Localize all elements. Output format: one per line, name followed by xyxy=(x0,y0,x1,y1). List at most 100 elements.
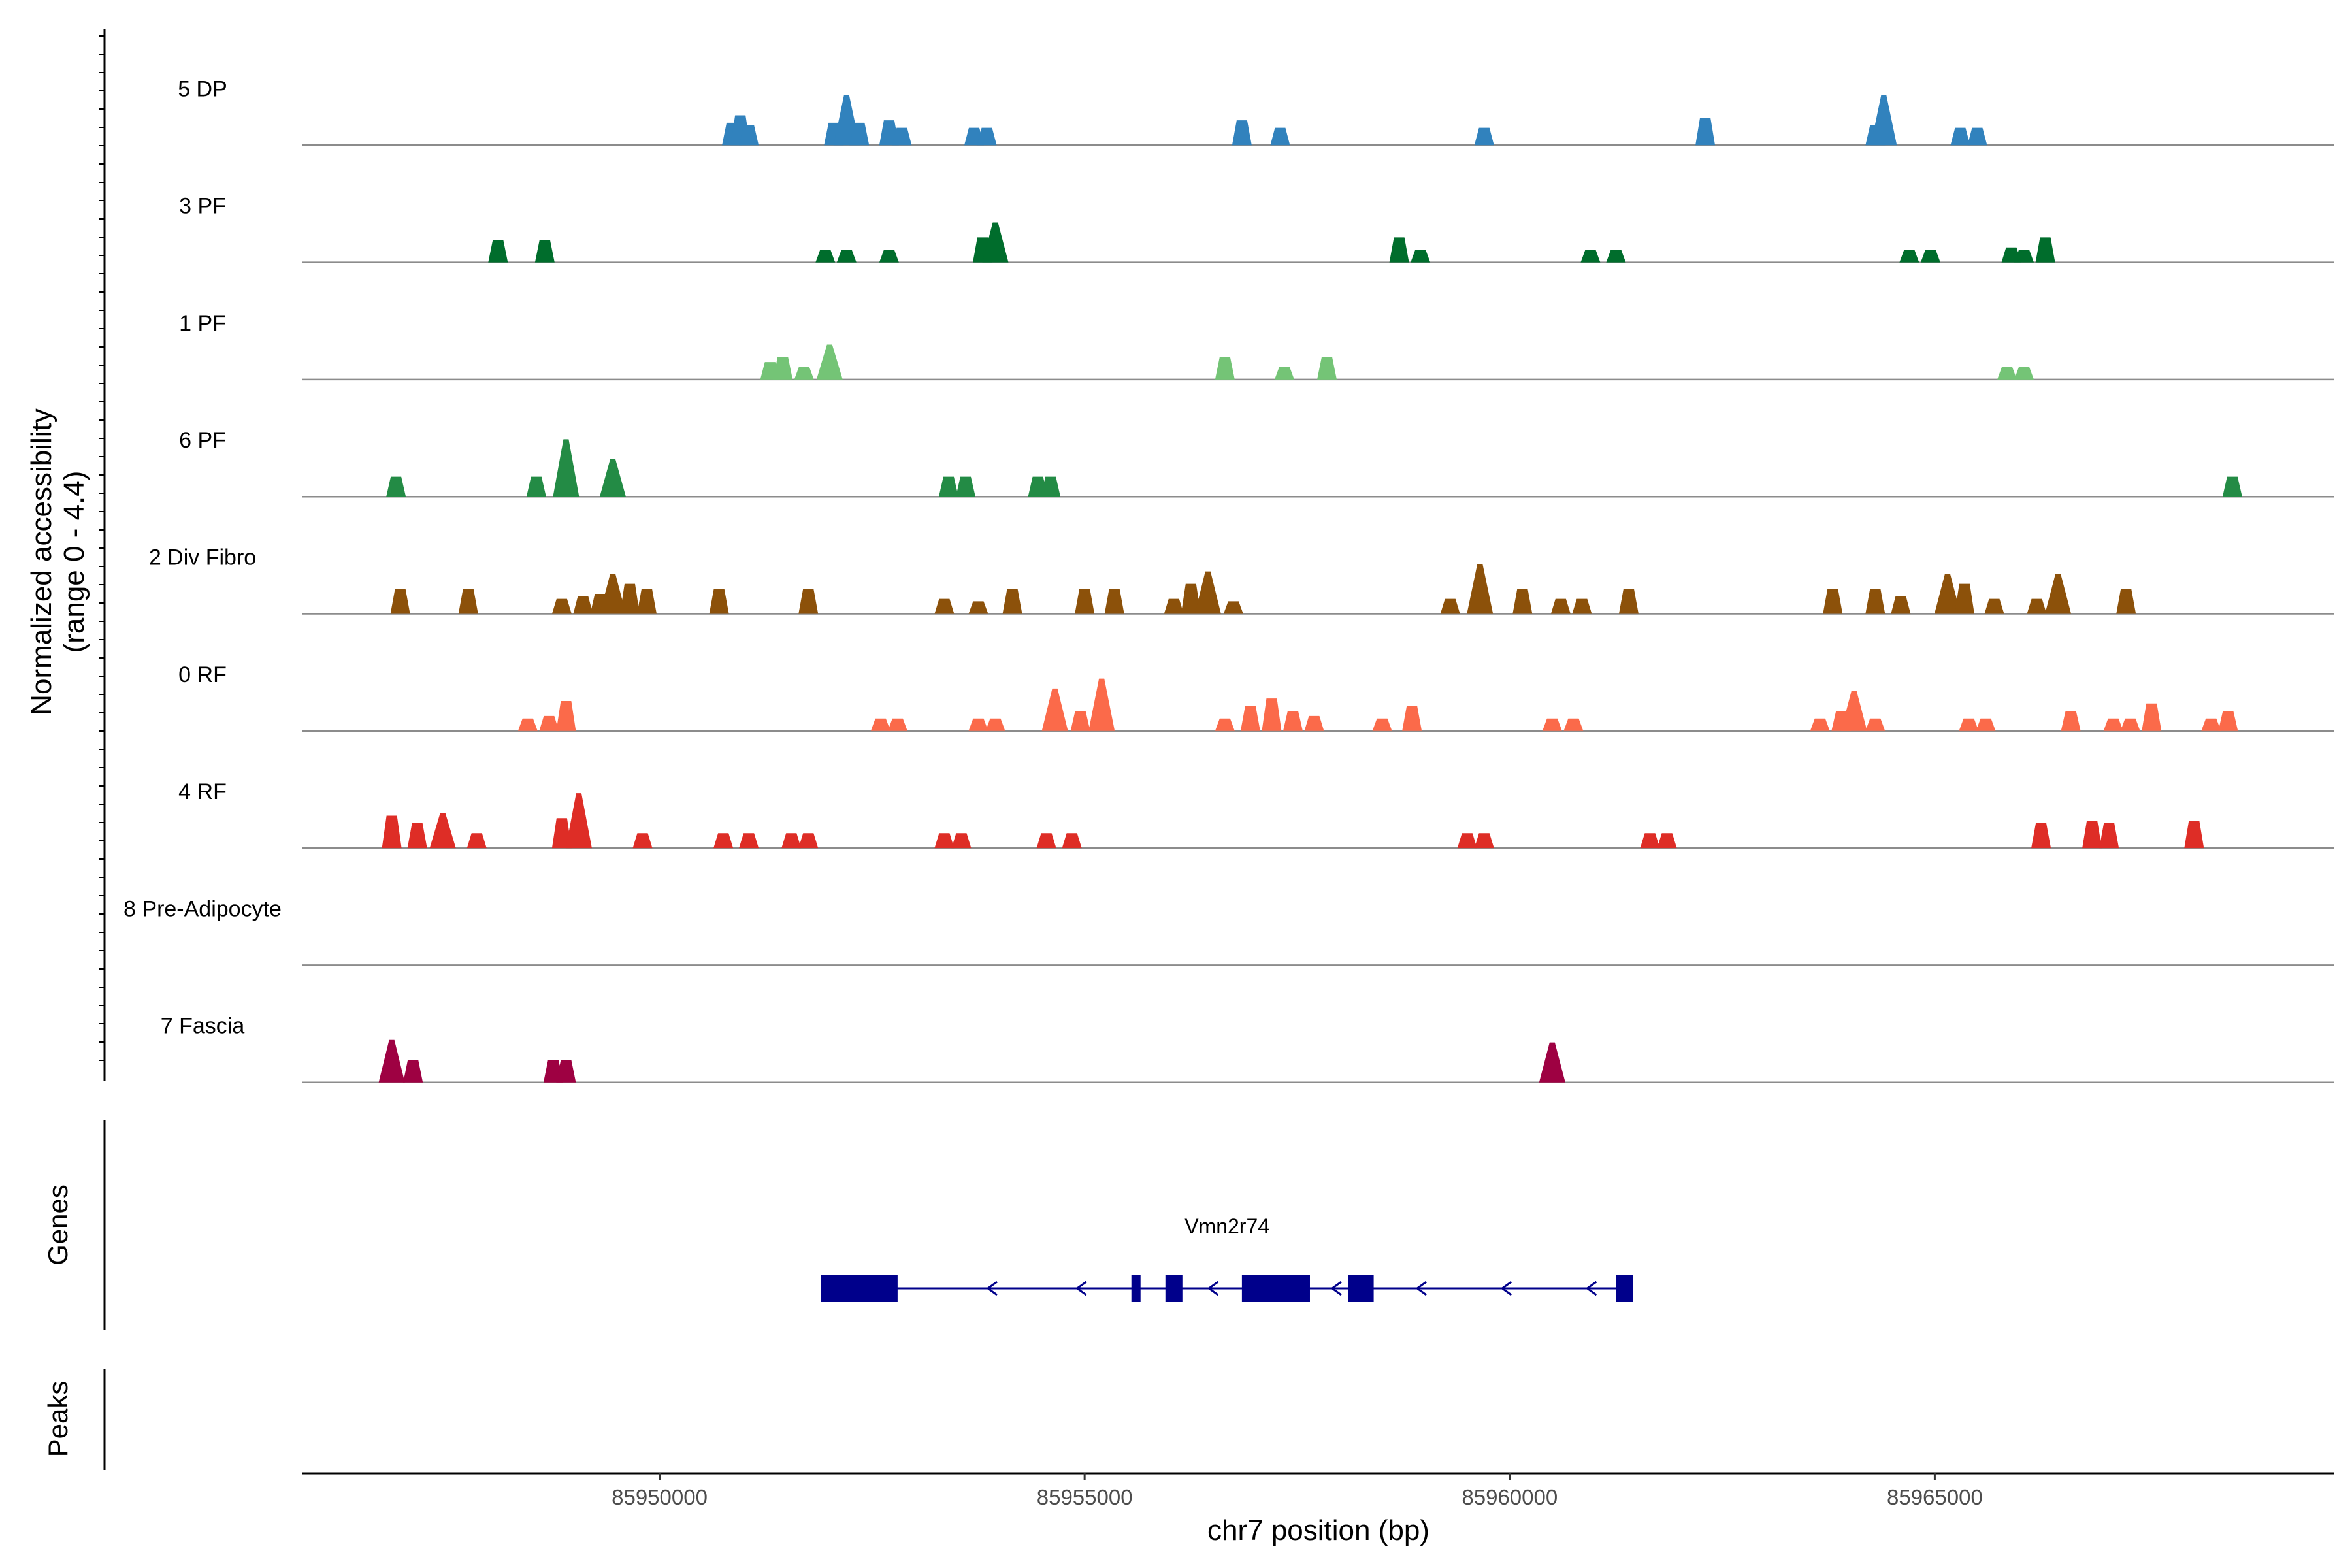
coverage-peak xyxy=(2082,821,2102,849)
track-7: 4 RF xyxy=(178,779,2334,849)
coverage-peak xyxy=(1640,833,1660,849)
gene-name-label: Vmn2r74 xyxy=(1184,1215,1269,1238)
coverage-peak xyxy=(390,589,410,614)
x-tick-label: 85960000 xyxy=(1462,1485,1558,1509)
track-9: 7 Fascia xyxy=(161,1014,2334,1083)
coverage-peak xyxy=(1512,589,1533,614)
x-tick-label: 85950000 xyxy=(612,1485,708,1509)
coverage-peak xyxy=(982,222,1009,263)
coverage-peak xyxy=(1920,250,1940,263)
coverage-peak xyxy=(556,1060,576,1083)
coverage-peak xyxy=(619,583,640,614)
coverage-peak xyxy=(1282,711,1303,731)
coverage-peak xyxy=(773,357,793,380)
track-8: 8 Pre-Adipocyte xyxy=(123,896,2334,966)
coverage-peak xyxy=(1270,127,1290,146)
gene-exon xyxy=(1348,1275,1374,1302)
coverage-peak xyxy=(836,250,857,263)
coverage-peak xyxy=(815,250,836,263)
coverage-peak xyxy=(1474,833,1494,849)
coverage-peak xyxy=(1606,250,1626,263)
track-5: 2 Div Fibro xyxy=(149,546,2334,615)
coverage-peak xyxy=(1657,833,1677,849)
coverage-peak xyxy=(2035,237,2055,263)
coverage-peak xyxy=(1104,589,1124,614)
gene-exon xyxy=(821,1275,898,1302)
coverage-peak xyxy=(1891,596,1911,614)
coverage-peak xyxy=(1223,601,1243,614)
coverage-peak xyxy=(1934,574,1961,614)
coverage-peak xyxy=(526,476,546,497)
x-axis-title: chr7 position (bp) xyxy=(1207,1514,1429,1546)
coverage-peak xyxy=(458,589,478,614)
coverage-peak xyxy=(1440,598,1460,614)
coverage-peak xyxy=(599,574,626,614)
track-label: 8 Pre-Adipocyte xyxy=(123,896,282,921)
coverage-peak xyxy=(429,813,456,849)
coverage-peak xyxy=(1870,95,1897,146)
coverage-peak xyxy=(955,476,975,497)
track-label: 2 Div Fibro xyxy=(149,546,256,570)
coverage-peak xyxy=(794,367,814,380)
coverage-peak xyxy=(1164,598,1184,614)
coverage-peak xyxy=(2099,823,2119,849)
coverage-peak xyxy=(879,250,899,263)
coverage-peak xyxy=(870,718,890,731)
coverage-peak xyxy=(1563,718,1584,731)
coverage-peak xyxy=(1997,367,2017,380)
coverage-peak xyxy=(2222,476,2242,497)
coverage-peak xyxy=(534,240,555,263)
coverage-peak xyxy=(1215,357,1235,380)
coverage-peak xyxy=(1618,589,1639,614)
coverage-peak xyxy=(887,718,907,731)
coverage-peak xyxy=(632,833,653,849)
coverage-peak xyxy=(1411,250,1431,263)
coverage-peak xyxy=(1572,598,1592,614)
coverage-peak xyxy=(1467,564,1494,614)
coverage-peak xyxy=(517,718,538,731)
track-3: 1 PF xyxy=(179,311,2334,381)
coverage-peak xyxy=(556,700,576,731)
coverage-peak xyxy=(1062,833,1082,849)
track-label: 7 Fascia xyxy=(161,1014,245,1039)
track-1: 5 DP xyxy=(178,76,2334,146)
coverage-peak xyxy=(488,240,508,263)
coverage-peak xyxy=(1542,718,1562,731)
coverage-peak xyxy=(2027,598,2047,614)
strand-arrow xyxy=(1330,1281,1342,1296)
track-label: 3 PF xyxy=(179,194,226,219)
strand-arrow xyxy=(1075,1281,1087,1296)
x-tick-label: 85955000 xyxy=(1037,1485,1133,1509)
coverage-peak xyxy=(968,718,988,731)
coverage-peak xyxy=(1959,718,1979,731)
coverage-peak xyxy=(1474,127,1494,146)
coverage-peak xyxy=(1865,589,1886,614)
coverage-peak xyxy=(407,823,427,849)
coverage-peak xyxy=(816,344,843,380)
coverage-peak xyxy=(2120,718,2140,731)
coverage-peak xyxy=(599,459,626,497)
coverage-peak xyxy=(739,125,759,146)
strand-arrow xyxy=(986,1281,998,1296)
coverage-peak xyxy=(1457,833,1477,849)
coverage-peak xyxy=(2014,367,2034,380)
coverage-peak xyxy=(382,815,402,849)
coverage-peak xyxy=(968,601,988,614)
coverage-peak xyxy=(553,439,580,497)
coverage-peak xyxy=(378,1039,405,1083)
coverage-peak xyxy=(1967,127,1987,146)
coverage-peak xyxy=(1976,718,1996,731)
coverage-peak xyxy=(1984,598,2004,614)
coverage-peak xyxy=(1950,127,1970,146)
coverage-peak xyxy=(938,476,958,497)
track-label: 1 PF xyxy=(179,311,226,336)
coverage-peak xyxy=(1372,718,1392,731)
coverage-peak xyxy=(1088,678,1115,731)
coverage-peak xyxy=(1075,589,1095,614)
coverage-peak xyxy=(798,589,819,614)
strand-arrow xyxy=(1500,1281,1512,1296)
coverage-peak xyxy=(709,589,729,614)
coverage-peak xyxy=(1954,583,1974,614)
